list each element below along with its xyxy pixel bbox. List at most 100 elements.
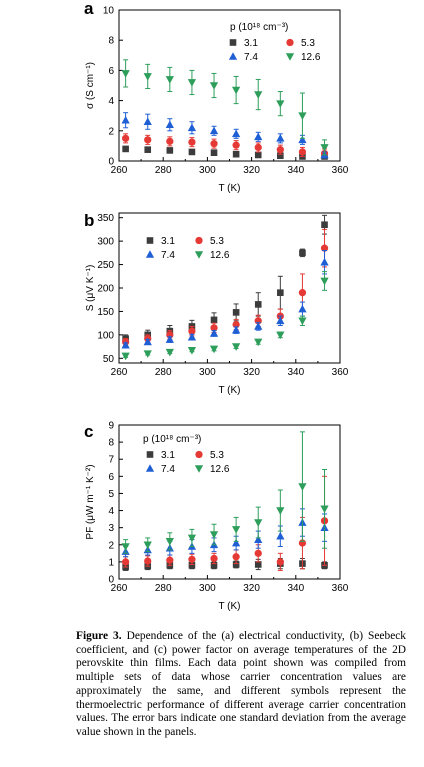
y-axis-label: σ (S cm⁻¹) [85,62,96,109]
data-point [232,526,241,534]
legend-entry: 3.1 [161,236,175,247]
data-point [121,340,130,349]
legend-entry: 12.6 [301,52,321,63]
series-7.4 [121,112,329,159]
y-axis-label: PF (μW m⁻¹ K⁻²) [85,464,96,539]
x-axis-label: T (K) [218,601,240,612]
data-point [232,129,241,138]
legend-entry: 7.4 [161,464,175,475]
legend-entry: 12.6 [210,250,230,261]
legend-title: p (10¹⁸ cm⁻³) [143,434,201,445]
chart-panel-a: a 260 280 300 320 340 360 0 2 4 6 8 10 T (K) σ (S cm⁻¹… [84,0,349,194]
series-5.3 [122,228,329,346]
data-point [232,150,240,158]
legend-entry: 3.1 [244,38,258,49]
data-point [143,350,152,358]
series-3.1 [122,214,328,343]
data-point [254,132,263,141]
y-tick-label: 50 [103,354,115,365]
x-tick-label: 340 [287,165,304,176]
data-point [254,338,263,347]
x-tick-label: 320 [243,367,260,378]
series-7.4 [121,508,329,558]
data-point [254,143,262,152]
chart-panel-b: b 260 280 300 320 340 360 50 100 150 200 250 300 350 T… [84,211,349,396]
legend-entry: 7.4 [161,250,175,261]
data-point [165,538,174,546]
panel-label: a [84,0,94,18]
x-tick-label: 300 [199,165,216,176]
data-point [254,519,263,527]
data-point [254,535,263,543]
series-12.6 [121,59,329,156]
data-point [254,561,262,568]
data-point [187,347,197,355]
data-point [232,325,241,334]
y-tick-label: 2 [108,540,114,551]
data-point [209,329,219,337]
data-point [187,123,197,132]
data-point [209,345,219,354]
data-point [276,331,285,340]
data-point [276,100,285,108]
series-3.1 [122,145,328,160]
series-3.1 [122,557,328,571]
legend-marker [146,237,154,244]
y-tick-label: 0 [108,575,114,586]
data-point [276,134,285,142]
data-point [320,505,329,514]
y-tick-label: 4 [108,506,114,517]
y-tick-label: 100 [97,330,114,341]
data-point [276,146,284,154]
data-point [187,534,197,543]
data-point [254,301,262,308]
y-tick-label: 6 [108,472,114,483]
data-point [298,148,307,156]
caption-label: Figure 3. [76,630,122,642]
data-point [165,120,174,129]
legend-title: p (10¹⁸ cm⁻³) [230,22,288,33]
y-tick-label: 250 [97,260,114,271]
legend: 3.1 5.3 7.4 12.6 [145,236,230,261]
data-point [277,152,284,160]
data-point [320,144,329,152]
data-point [209,82,219,90]
y-tick-label: 10 [103,6,115,17]
data-point [298,304,307,313]
data-point [143,541,152,550]
panel-label: c [84,422,93,441]
x-axis-label: T (K) [218,183,240,194]
x-tick-label: 280 [155,583,172,594]
x-tick-label: 260 [111,367,128,378]
legend-entry: 5.3 [301,38,315,49]
legend-marker [195,236,203,245]
data-point [254,549,262,557]
data-point [254,91,263,99]
series-12.6 [121,271,329,361]
data-point [320,277,329,286]
legend-marker [194,251,204,259]
plot-frame [118,424,341,580]
y-tick-label: 4 [108,96,114,107]
y-tick-label: 5 [108,489,114,500]
data-point [232,320,240,329]
data-point [210,562,218,569]
legend-marker [146,451,154,458]
data-point [298,289,307,297]
data-point [210,554,218,563]
y-tick-label: 0 [108,157,114,168]
legend-entry: 5.3 [210,450,224,461]
x-axis-label: T (K) [218,385,240,396]
data-point [188,562,196,569]
data-point [210,324,218,332]
data-point [122,558,130,566]
y-tick-label: 350 [97,213,114,224]
y-tick-label: 7 [108,455,114,466]
x-tick-label: 300 [199,583,216,594]
x-tick-label: 360 [332,583,349,594]
data-point [298,112,307,120]
data-point [232,553,240,561]
legend-entry: 5.3 [210,236,224,247]
legend-marker [145,464,155,472]
